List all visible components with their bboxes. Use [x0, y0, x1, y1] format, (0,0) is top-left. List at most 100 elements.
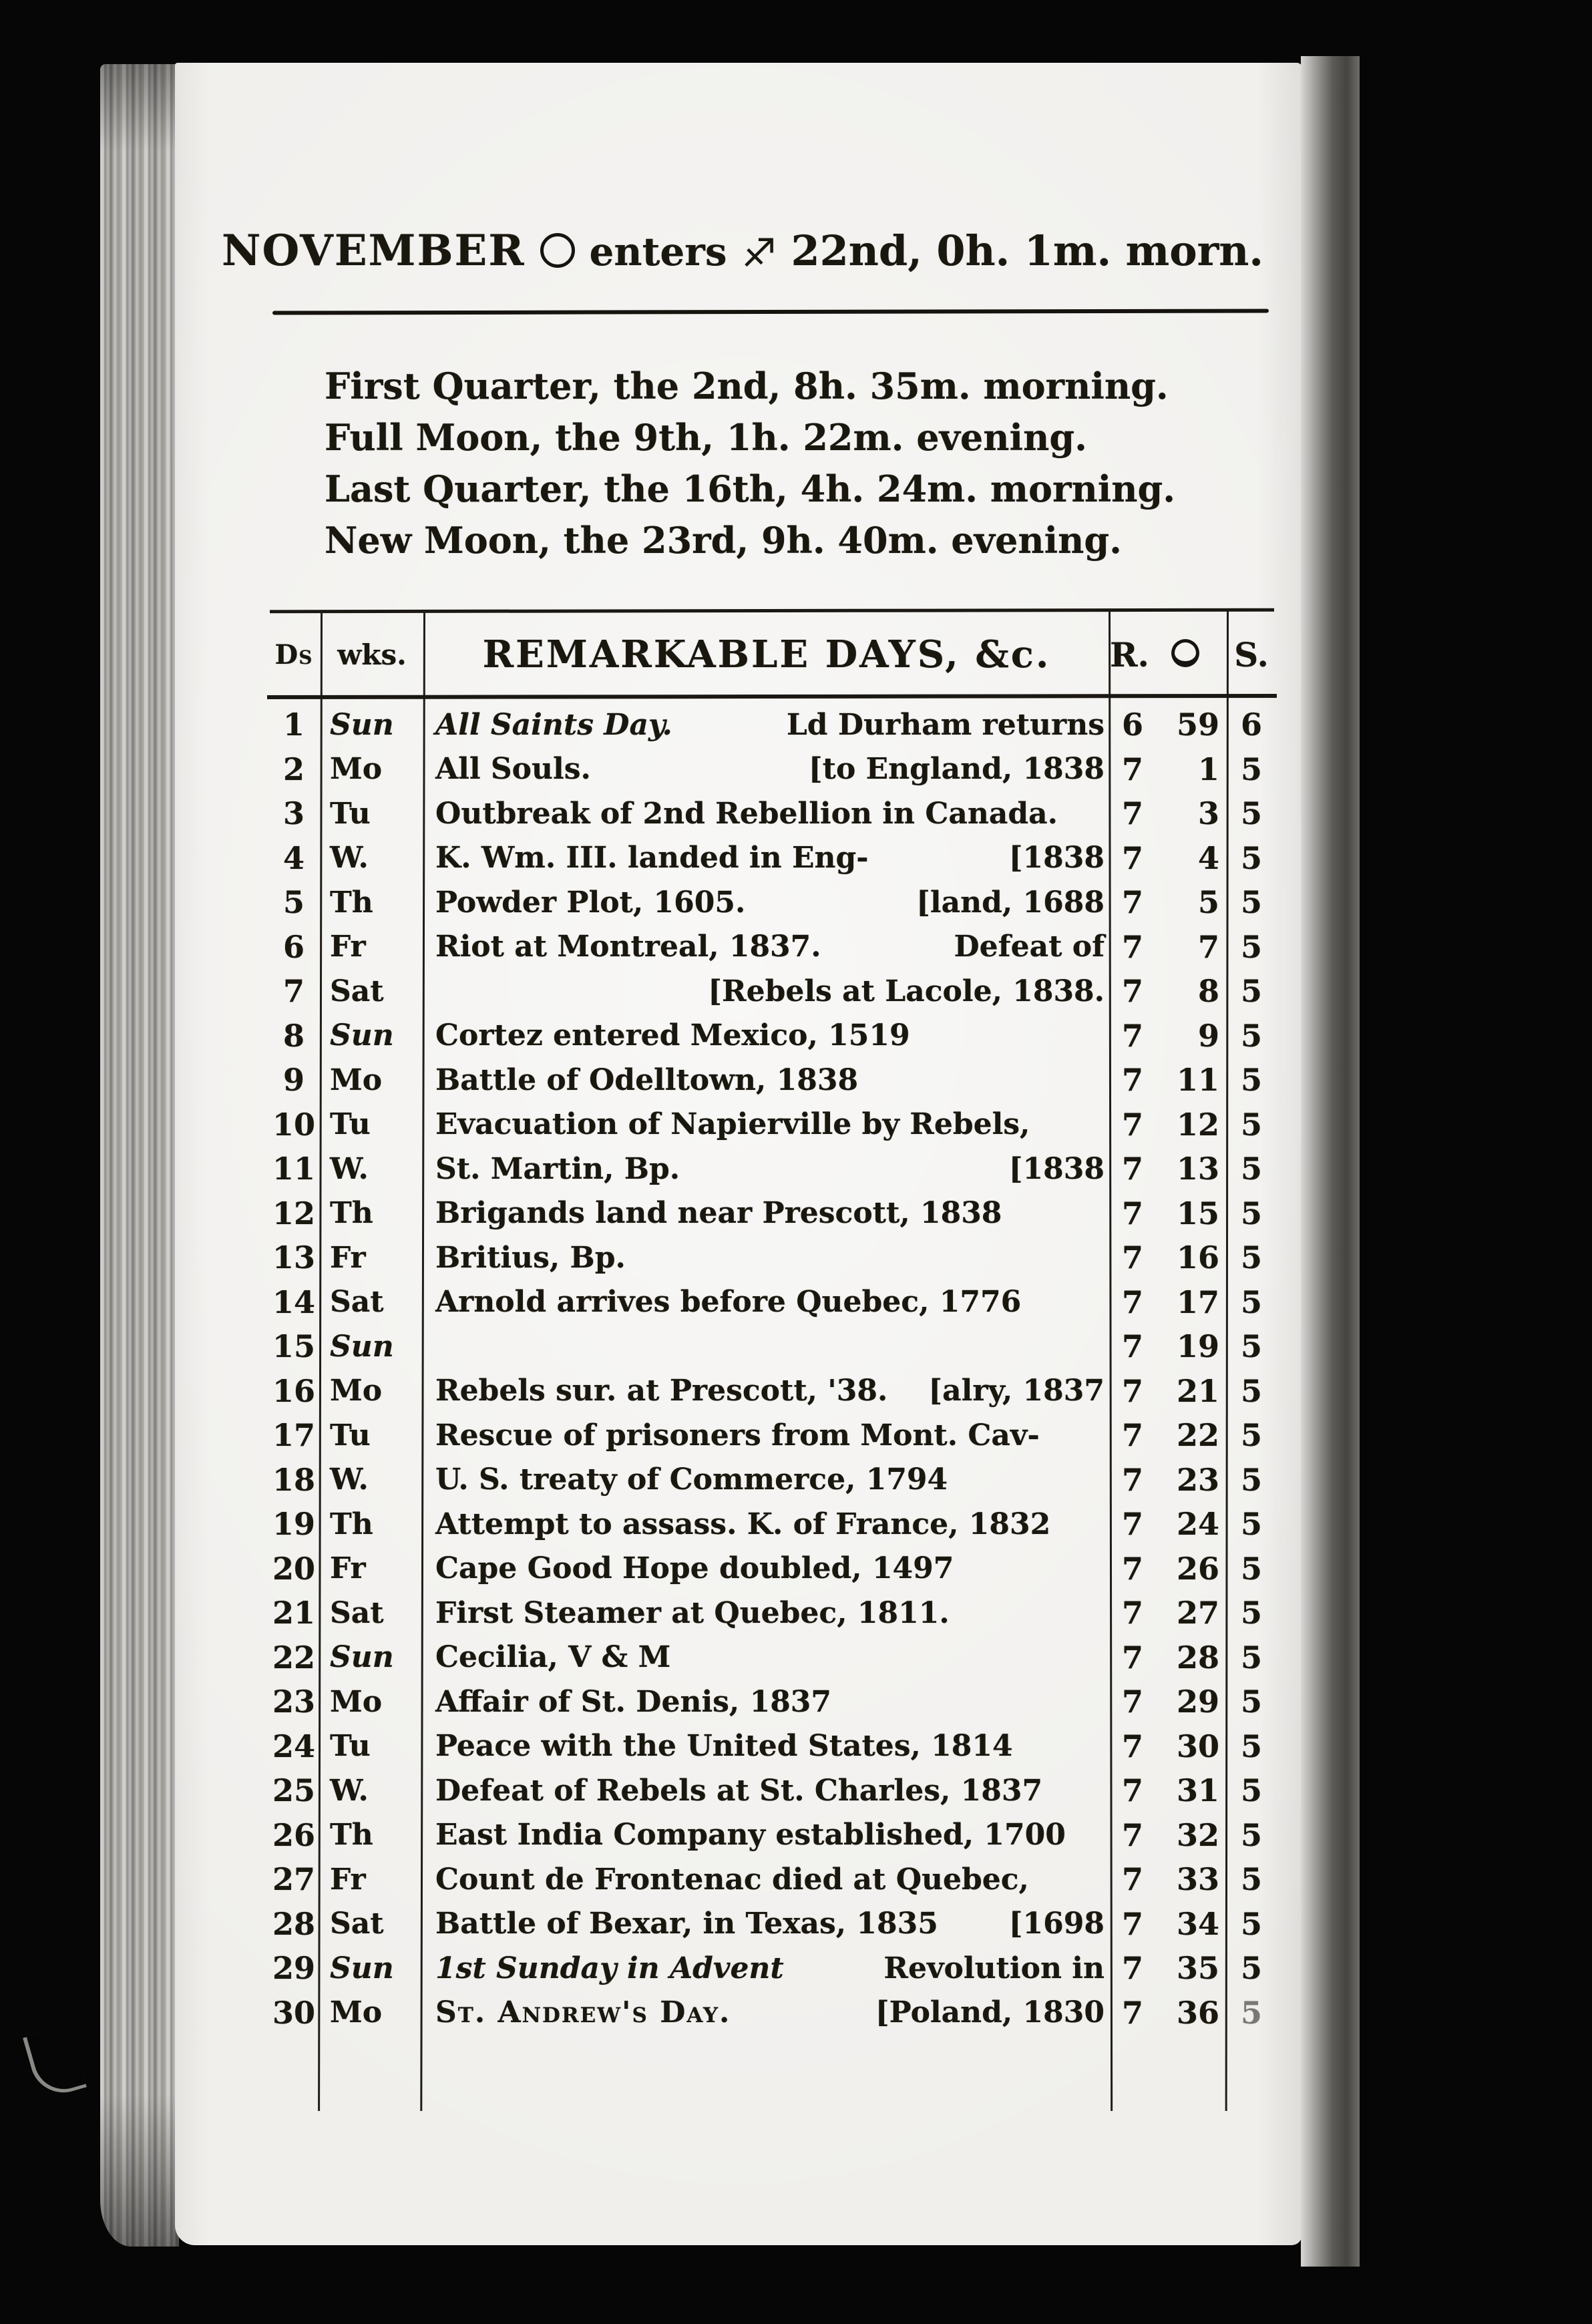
weekday-abbrev: Sun	[330, 707, 394, 742]
entry-continuation: [to England, 1838	[808, 752, 1105, 787]
remarkable-day-entry: Outbreak of 2nd Rebellion in Canada.	[423, 797, 1110, 831]
moon-rise-minute: 30	[1176, 1728, 1219, 1764]
day-number: 3	[282, 795, 305, 832]
moon-rise-hour: 7	[1121, 1772, 1143, 1809]
moon-rise-minute: 12	[1176, 1106, 1219, 1143]
day-number: 22	[272, 1639, 315, 1676]
weekday-abbrev: Sat	[330, 1595, 384, 1630]
weekday-abbrev: Sun	[330, 1018, 394, 1053]
moon-set-value: 5	[1240, 928, 1262, 965]
remarkable-day-entry: Cape Good Hope doubled, 1497	[423, 1551, 1110, 1585]
moon-set-value: 5	[1240, 1017, 1262, 1054]
day-number: 18	[272, 1461, 315, 1498]
day-number: 21	[272, 1595, 315, 1631]
moon-rise-minute: 15	[1176, 1195, 1219, 1231]
moon-rise-hour: 7	[1121, 1639, 1143, 1676]
entry-text: Count de Frontenac died at Quebec,	[435, 1862, 1029, 1897]
phase-first-quarter: First Quarter, the 2nd, 8h. 35m. morning…	[325, 365, 1169, 407]
entry-text: First Steamer at Quebec, 1811.	[435, 1595, 950, 1630]
day-number: 14	[272, 1284, 315, 1320]
table-row: 7 Sat [Rebels at Lacole, 1838. 7 8 5	[267, 969, 1277, 1014]
entry-text: Britius, Bp.	[435, 1240, 626, 1275]
entry-text: Arnold arrives before Quebec, 1776	[435, 1285, 1022, 1320]
moon-set-value: 5	[1240, 1905, 1262, 1942]
moon-rise-minute: 5	[1197, 884, 1219, 921]
table-row: 21 Sat First Steamer at Quebec, 1811. 7 …	[267, 1591, 1277, 1635]
moon-rise-hour: 7	[1121, 1994, 1143, 2031]
table-top-rule	[269, 608, 1275, 614]
entry-text: Rescue of prisoners from Mont. Cav-	[435, 1418, 1040, 1452]
moon-rise-minute: 22	[1176, 1417, 1219, 1454]
weekday-abbrev: Tu	[330, 796, 371, 831]
moon-rise-minute: 1	[1197, 751, 1219, 787]
moon-rise-hour: 7	[1121, 1017, 1143, 1054]
calendar-table: Ds wks. REMARKABLE DAYS, &c. R. S. 1 Sun…	[266, 608, 1277, 2113]
entry-continuation: [1838	[1008, 1151, 1105, 1186]
moon-set-value: 5	[1240, 1328, 1262, 1365]
entry-text: K. Wm. III. landed in Eng-	[435, 841, 869, 876]
moon-rise-hour: 7	[1121, 1328, 1143, 1365]
remarkable-day-entry: Cortez entered Mexico, 1519	[423, 1018, 1110, 1052]
remarkable-day-entry: Riot at Montreal, 1837. Defeat of	[423, 930, 1110, 964]
weekday-abbrev: Fr	[330, 930, 366, 964]
day-number: 5	[282, 884, 305, 921]
table-row: 6 Fr Riot at Montreal, 1837. Defeat of 7…	[267, 925, 1277, 970]
moon-set-value: 5	[1240, 1239, 1262, 1276]
moon-rise-minute: 26	[1176, 1550, 1219, 1587]
moon-set-value: 5	[1240, 1639, 1262, 1676]
table-row: 25 W. Defeat of Rebels at St. Charles, 1…	[267, 1768, 1277, 1813]
table-row: 4 W. K. Wm. III. landed in Eng- [1838 7 …	[267, 836, 1277, 881]
moon-rise-minute: 59	[1176, 707, 1219, 743]
page-title: NOVEMBER enters ♐ 22nd, 0h. 1m. morn.	[222, 226, 1263, 276]
day-number: 16	[272, 1372, 315, 1409]
entry-text: St. Andrew's Day.	[435, 1995, 731, 2030]
moon-set-value: 5	[1240, 1461, 1262, 1498]
table-row: 11 W. St. Martin, Bp. [1838 7 13 5	[267, 1147, 1277, 1191]
weekday-abbrev: Th	[330, 1818, 373, 1853]
remarkable-day-entry: Count de Frontenac died at Quebec,	[423, 1863, 1110, 1897]
remarkable-day-entry: East India Company established, 1700	[423, 1818, 1110, 1852]
entry-text: Rebels sur. at Prescott, '38.	[435, 1374, 888, 1408]
entry-text: U. S. treaty of Commerce, 1794	[435, 1463, 948, 1497]
header-set: S.	[1234, 634, 1269, 674]
day-number: 30	[272, 1994, 315, 2031]
remarkable-day-entry: Britius, Bp.	[423, 1241, 1110, 1275]
remarkable-day-entry: Powder Plot, 1605. [land, 1688	[423, 886, 1110, 920]
table-row: 26 Th East India Company established, 17…	[267, 1813, 1277, 1858]
almanac-page: NOVEMBER enters ♐ 22nd, 0h. 1m. morn. Fi…	[175, 63, 1302, 2245]
moon-rise-hour: 7	[1121, 1062, 1143, 1099]
moon-rise-minute: 21	[1176, 1372, 1219, 1409]
weekday-abbrev: Sun	[330, 1640, 394, 1675]
remarkable-day-entry: All Souls. [to England, 1838	[423, 752, 1110, 786]
moon-set-value: 5	[1240, 1550, 1262, 1587]
moon-rise-minute: 27	[1176, 1595, 1219, 1631]
moon-rise-minute: 29	[1176, 1684, 1219, 1720]
moon-rise-minute: 28	[1176, 1639, 1219, 1676]
entry-text: Evacuation of Napierville by Rebels,	[435, 1107, 1030, 1142]
remarkable-day-entry: Affair of St. Denis, 1837	[423, 1685, 1110, 1719]
entry-text: East India Company established, 1700	[435, 1818, 1066, 1853]
weekday-abbrev: Tu	[330, 1418, 371, 1452]
table-rows: 1 Sun All Saints Day. Ld Durham returns …	[267, 703, 1277, 2035]
table-row: 5 Th Powder Plot, 1605. [land, 1688 7 5 …	[267, 880, 1277, 925]
day-number: 12	[272, 1195, 315, 1231]
moon-set-value: 5	[1240, 1816, 1262, 1853]
entry-text: St. Martin, Bp.	[435, 1151, 680, 1186]
weekday-abbrev: Tu	[330, 1107, 371, 1142]
moon-rise-minute: 19	[1176, 1328, 1219, 1365]
moon-rise-hour: 7	[1121, 1284, 1143, 1320]
entry-continuation: [1698	[1008, 1907, 1105, 1941]
moon-rise-hour: 6	[1121, 707, 1143, 743]
remarkable-day-entry: U. S. treaty of Commerce, 1794	[423, 1463, 1110, 1497]
weekday-abbrev: Fr	[330, 1551, 366, 1586]
moon-rise-hour: 7	[1121, 1684, 1143, 1720]
moon-rise-hour: 7	[1121, 1151, 1143, 1187]
entry-continuation: [Rebels at Lacole, 1838.	[708, 974, 1105, 1008]
remarkable-day-entry: Battle of Odelltown, 1838	[423, 1063, 1110, 1097]
adjacent-blank-page	[1358, 53, 1592, 2275]
phase-new-moon: New Moon, the 23rd, 9h. 40m. evening.	[325, 519, 1122, 562]
entry-continuation: [Poland, 1830	[875, 1995, 1105, 2030]
month-title: NOVEMBER	[222, 226, 526, 276]
day-number: 6	[282, 928, 305, 965]
